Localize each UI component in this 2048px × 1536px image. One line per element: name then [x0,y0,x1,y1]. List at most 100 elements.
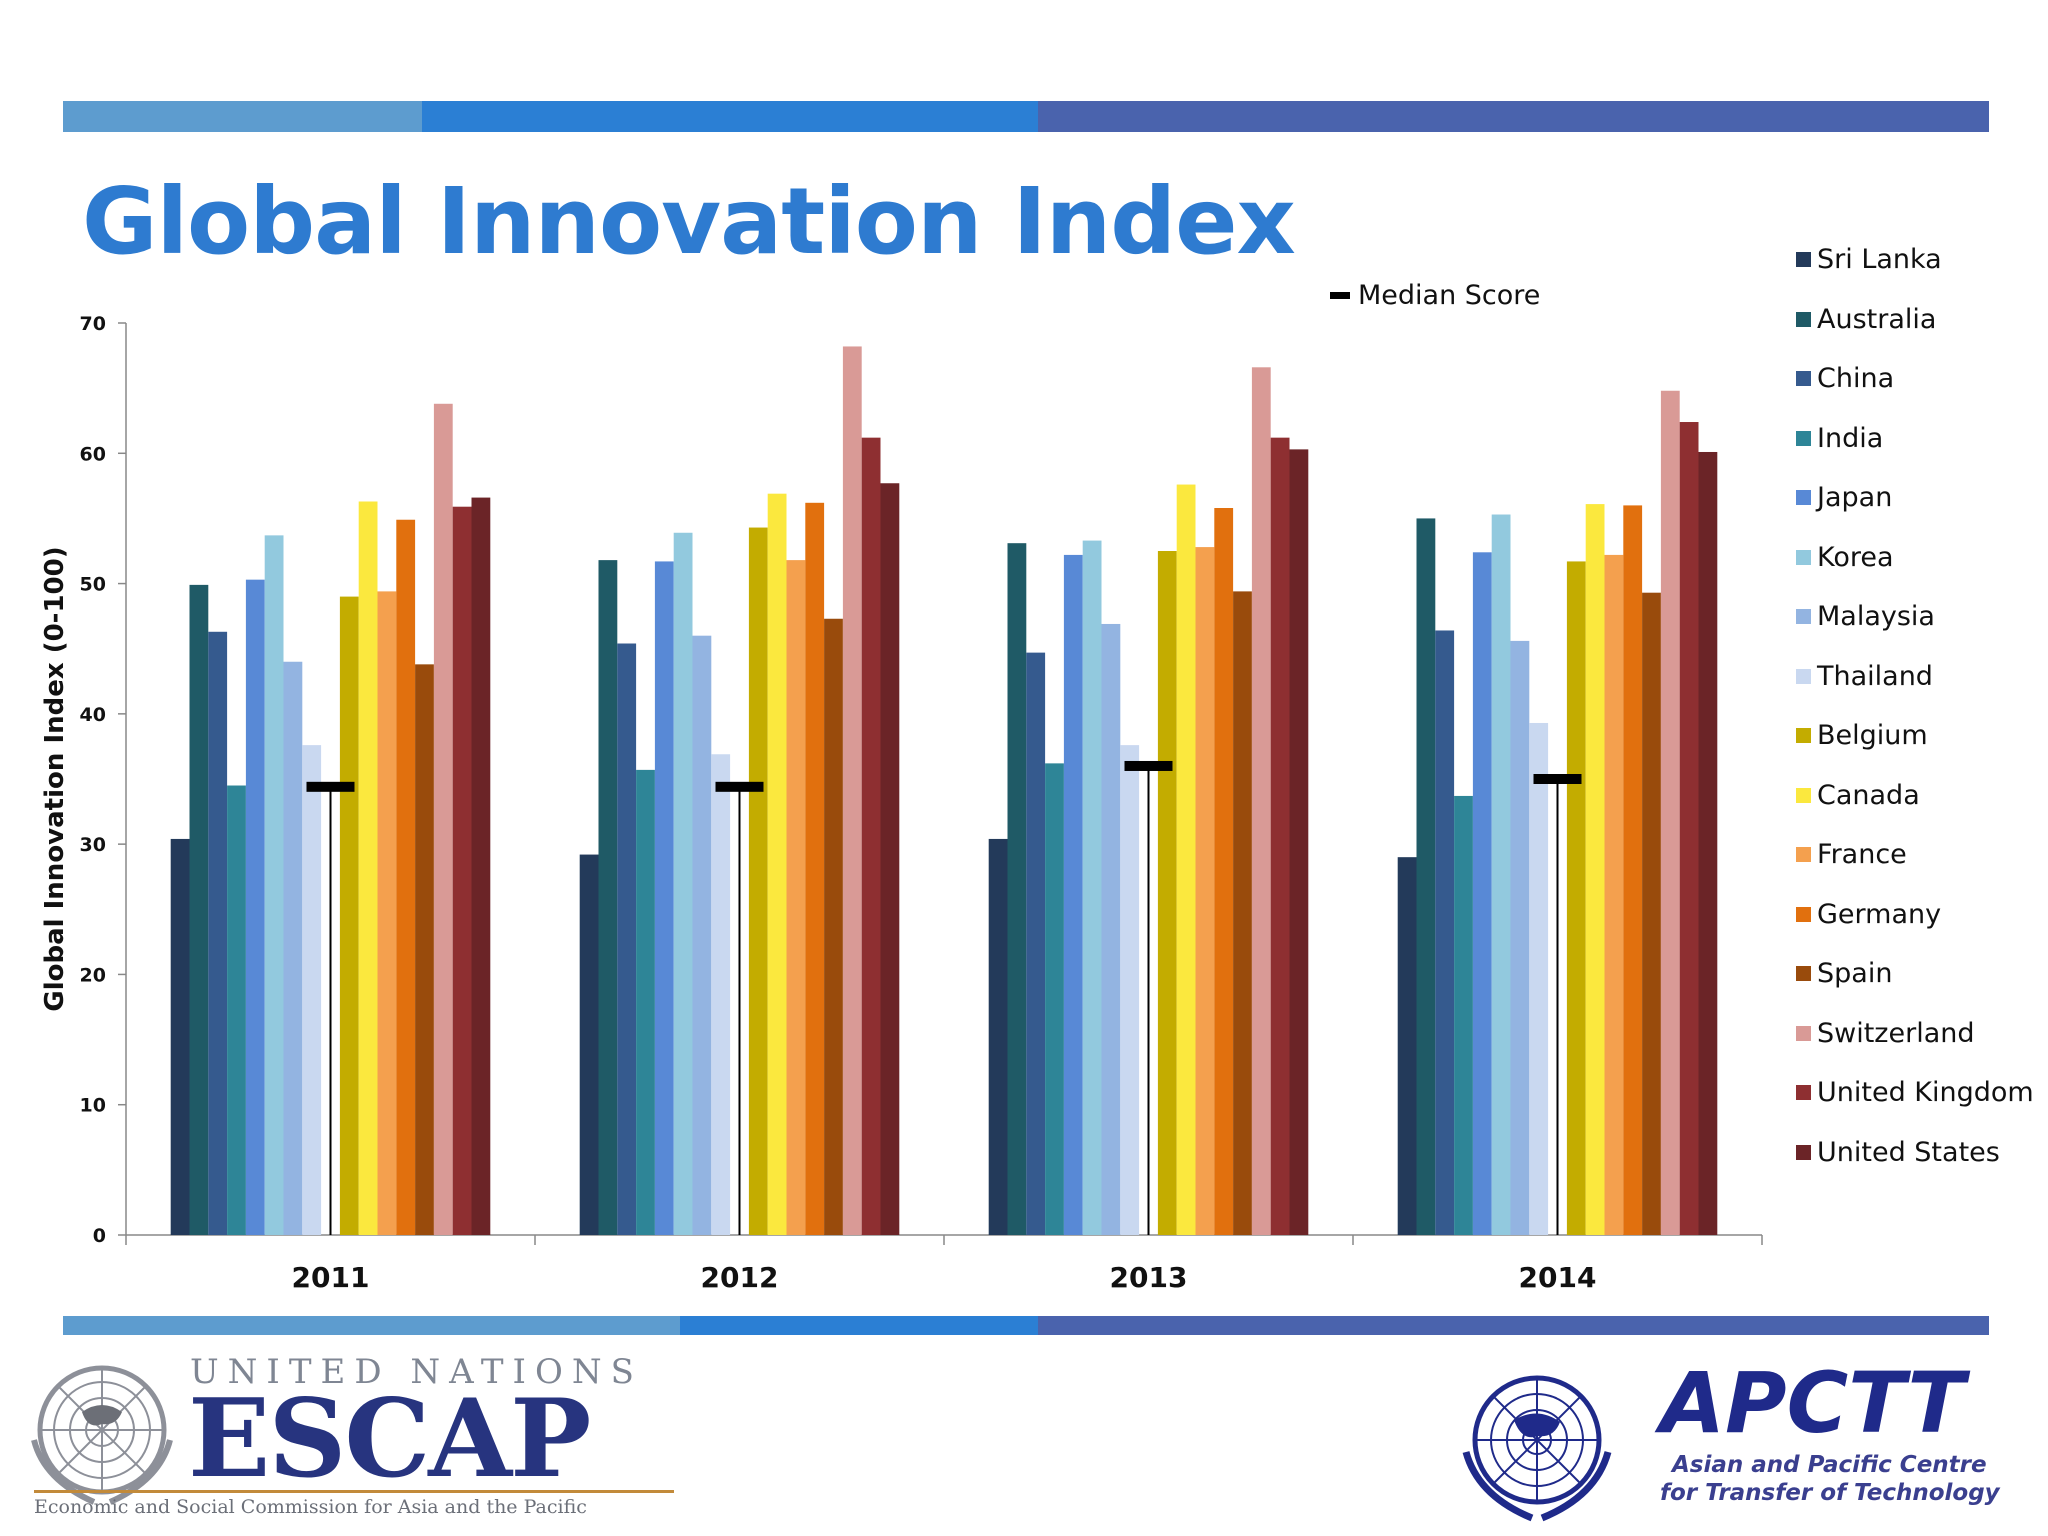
bar-france [786,560,806,1235]
legend-swatch [1796,1025,1811,1041]
bar-india [1045,763,1064,1235]
legend-item: Australia [1796,304,1936,335]
bar-united-kingdom [861,437,881,1235]
bar-australia [189,584,209,1235]
escap-logo: UNITED NATIONS ESCAP Economic and Social… [22,1346,674,1526]
legend-swatch [1796,252,1811,267]
legend-label: China [1817,363,1895,394]
bar-spain [1233,591,1252,1235]
median-legend: Median Score [1330,280,1540,311]
legend-item: Korea [1796,542,1894,573]
median-marker-icon [1330,292,1350,299]
bar-belgium [1566,561,1586,1235]
legend-item: Canada [1796,780,1920,811]
page-title: Global Innovation Index [82,168,1296,275]
bar-thailand [1120,745,1140,1235]
median-legend-label: Median Score [1358,280,1541,311]
bar-france [377,591,397,1235]
bar-switzerland [842,346,862,1235]
bottom-band-segment-2 [680,1316,1038,1335]
legend-swatch [1796,1144,1811,1160]
legend-item: Switzerland [1796,1018,1975,1049]
bar-australia [1007,543,1027,1235]
legend-item: Belgium [1796,720,1928,751]
bar-malaysia [1510,640,1530,1235]
top-band-segment-1 [63,101,422,132]
legend-label: India [1817,422,1884,454]
bar-korea [1082,540,1102,1235]
legend-label: Switzerland [1817,1017,1975,1049]
legend-label: Germany [1817,898,1942,930]
bar-malaysia [1101,623,1121,1235]
legend-swatch [1796,787,1811,803]
bar-germany [396,519,416,1235]
bar-united-states [1289,449,1309,1235]
legend-item: Sri Lanka [1796,244,1942,275]
bar-thailand [1529,722,1549,1235]
legend-label: United Kingdom [1817,1077,2034,1108]
legend-swatch [1796,549,1811,565]
bar-canada [767,493,787,1235]
median-marker [1533,774,1582,784]
legend-item: Spain [1796,958,1892,989]
bar-sri-lanka [170,838,190,1235]
bar-china [1026,652,1046,1235]
y-tick-label: 60 [80,443,106,465]
bar-canada [358,501,378,1235]
bar-india [636,769,655,1235]
bar-united-kingdom [1270,437,1290,1235]
apctt-logo: APCTT Asian and Pacific Centre for Trans… [1452,1354,2022,1530]
x-category-label: 2013 [1110,1261,1188,1294]
legend-item: Thailand [1796,661,1933,692]
escap-main-text: ESCAP [188,1376,591,1502]
bar-germany [1214,508,1234,1235]
apctt-line2: for Transfer of Technology [1660,1480,2000,1506]
bottom-band-segment-1 [63,1316,680,1335]
x-category-label: 2011 [292,1261,370,1294]
legend-label: Korea [1817,541,1894,573]
bar-japan [1472,552,1492,1235]
legend-swatch [1796,430,1811,446]
legend-label: Canada [1817,779,1920,811]
x-category-label: 2012 [701,1261,779,1294]
bar-chart: 0 10 20 30 40 50 60 70 Global Innovation Index (… [40,313,1763,1294]
bar-malaysia [283,661,303,1235]
bar-belgium [339,596,359,1235]
bar-spain [1642,592,1661,1235]
bar-united-states [1698,451,1718,1235]
bar-spain [415,664,434,1235]
y-tick-label: 30 [80,834,106,856]
y-tick-label: 0 [93,1225,106,1247]
bottom-band-segment-3 [1038,1316,1989,1335]
legend-item: Malaysia [1796,601,1935,632]
legend-label: Thailand [1817,660,1933,692]
bar-china [617,643,637,1235]
apctt-line1: Asian and Pacific Centre [1672,1452,1987,1478]
bar-china [208,631,228,1235]
bar-switzerland [1660,390,1680,1236]
un-emblem-icon [31,1365,173,1505]
bar-germany [1623,505,1643,1235]
y-tick-label: 40 [80,704,106,726]
bar-australia [1416,518,1436,1235]
legend-swatch [1796,1085,1811,1100]
legend-item: United States [1796,1137,2000,1168]
legend-swatch [1796,966,1811,981]
escap-top-text: UNITED NATIONS [190,1352,643,1392]
bar-china [1435,630,1455,1235]
apctt-main-text: APCTT [1660,1354,1965,1452]
legend-item: United Kingdom [1796,1077,2034,1108]
y-axis-title: Global Innovation Index (0-100) [40,546,70,1011]
bar-sri-lanka [1397,857,1417,1235]
bar-korea [1491,514,1511,1235]
bar-japan [245,579,265,1235]
legend-swatch [1796,311,1811,327]
median-marker [1124,760,1173,771]
legend-item: Japan [1796,482,1892,513]
legend-label: Sri Lanka [1817,244,1942,275]
legend-item: Germany [1796,899,1941,930]
legend-label: Australia [1817,303,1937,335]
top-band-segment-2 [422,101,1038,132]
escap-underline [34,1490,674,1493]
top-band-segment-3 [1038,101,1989,132]
